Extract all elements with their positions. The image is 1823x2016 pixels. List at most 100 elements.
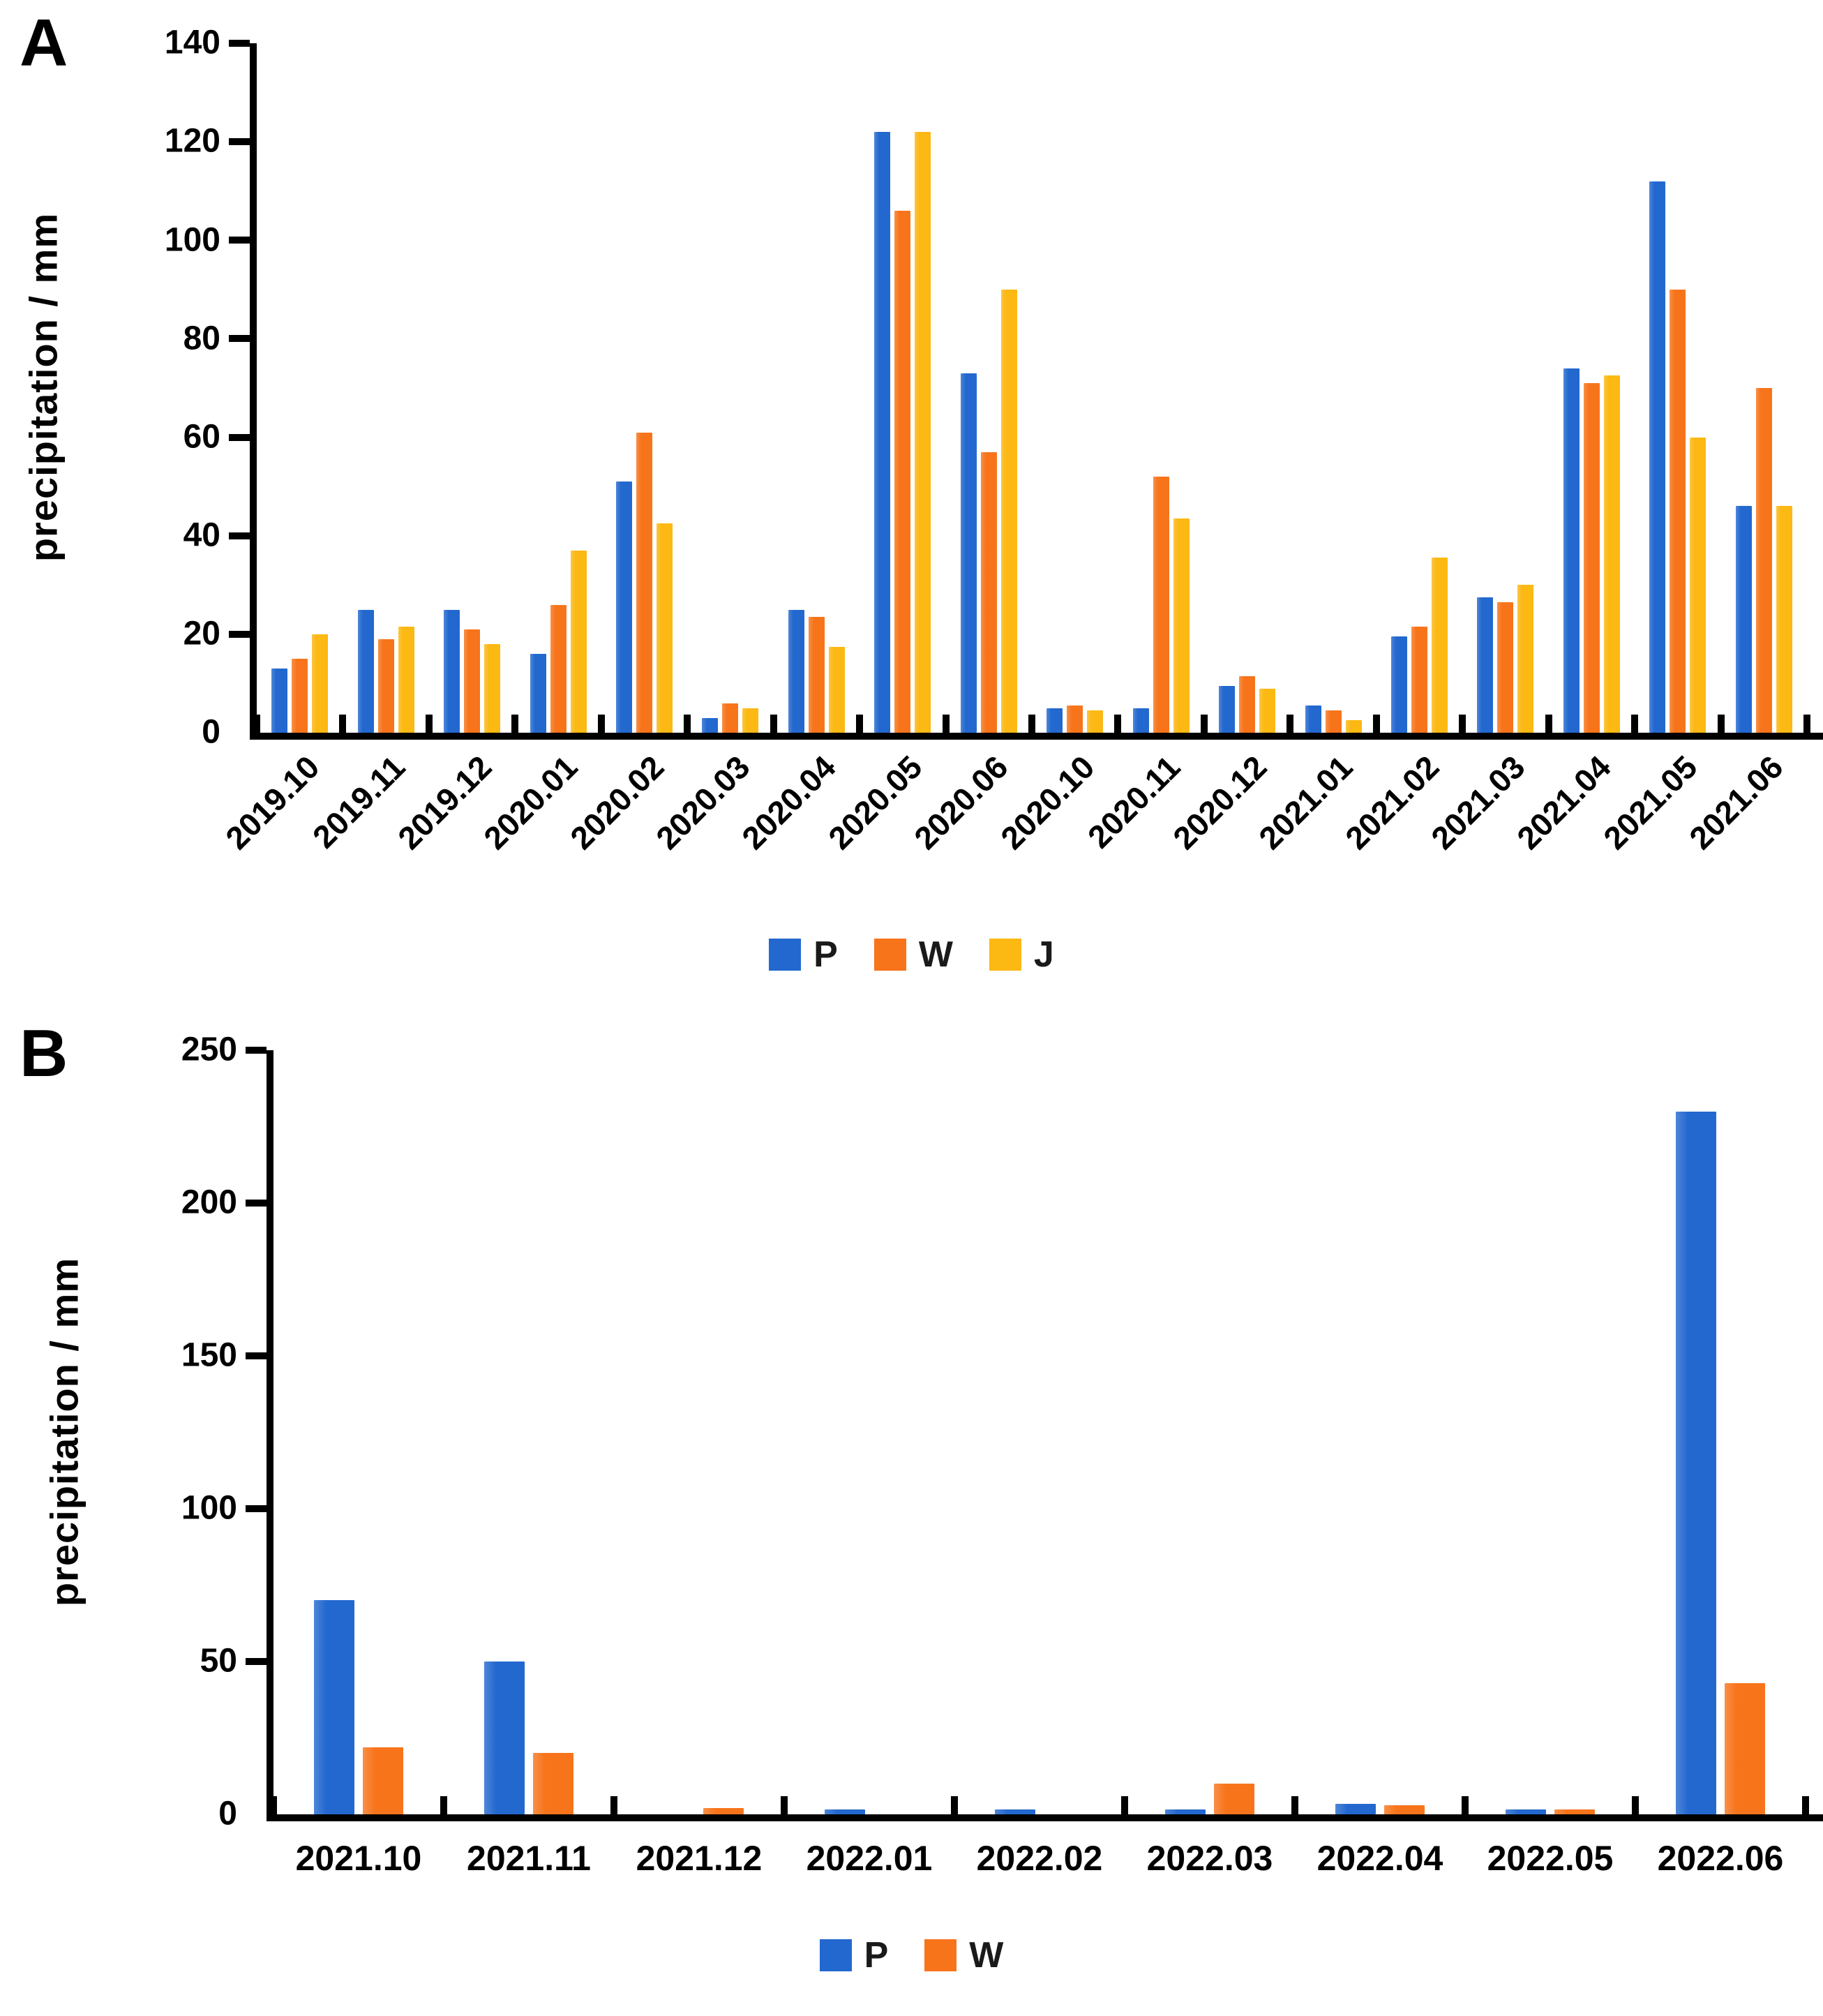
bar-J-2020.06 bbox=[1000, 289, 1017, 733]
x-tick bbox=[597, 715, 605, 733]
legend-label-P: P bbox=[864, 1935, 889, 1976]
bar-group-2022.05 bbox=[1465, 1050, 1635, 1814]
bar-J-2021.02 bbox=[1431, 558, 1448, 733]
x-axis-label-2021.03: 2021.03 bbox=[1424, 748, 1532, 857]
bar-group-2020.02 bbox=[601, 43, 687, 733]
x-tick bbox=[610, 1796, 617, 1814]
y-tick-label: 40 bbox=[183, 516, 220, 554]
y-tick-label: 60 bbox=[183, 418, 220, 456]
x-axis-label-2020.05: 2020.05 bbox=[820, 748, 929, 857]
legend-swatch-P bbox=[819, 1939, 852, 1971]
bar-W-2021.02 bbox=[1411, 627, 1427, 733]
bar-J-2021.04 bbox=[1603, 375, 1620, 733]
x-axis-label-2020.02: 2020.02 bbox=[562, 748, 670, 857]
bar-W-2020.02 bbox=[636, 432, 652, 733]
x-axis-label-2020.03: 2020.03 bbox=[649, 748, 757, 857]
x-axis-label-2022.05: 2022.05 bbox=[1487, 1839, 1614, 1878]
x-tick bbox=[1028, 715, 1035, 733]
x-tick bbox=[1632, 1796, 1639, 1814]
x-tick bbox=[1459, 715, 1466, 733]
y-tick bbox=[246, 1505, 267, 1512]
bar-P-2020.01 bbox=[530, 654, 546, 733]
bar-P-2021.01 bbox=[1305, 705, 1321, 733]
x-axis-label-2022.03: 2022.03 bbox=[1146, 1839, 1273, 1878]
panel-b-y-axis-title: precipitation / mm bbox=[42, 1257, 87, 1607]
x-tick bbox=[339, 715, 347, 733]
panel-a-y-axis-title: precipitation / mm bbox=[21, 212, 66, 562]
bar-group-2020.05 bbox=[860, 43, 945, 733]
bar-group-2019.10 bbox=[257, 43, 343, 733]
x-axis-label-2021.06: 2021.06 bbox=[1682, 748, 1790, 857]
bar-group-2020.04 bbox=[774, 43, 860, 733]
x-axis-label-2019.11: 2019.11 bbox=[306, 748, 412, 856]
legend-label-W: W bbox=[969, 1935, 1004, 1976]
bar-J-2021.03 bbox=[1517, 585, 1534, 733]
bar-P-2021.04 bbox=[1563, 368, 1580, 733]
bar-P-2019.12 bbox=[444, 609, 460, 733]
x-axis-label-2022.01: 2022.01 bbox=[806, 1839, 933, 1878]
x-tick bbox=[1631, 715, 1639, 733]
legend-item-P: P bbox=[819, 1934, 889, 1976]
y-tick bbox=[229, 335, 250, 343]
legend-label-P: P bbox=[813, 934, 838, 975]
bar-J-2020.11 bbox=[1173, 518, 1190, 733]
x-axis bbox=[267, 1814, 1823, 1821]
x-tick bbox=[1114, 715, 1122, 733]
y-tick bbox=[229, 630, 250, 638]
x-tick bbox=[1372, 715, 1380, 733]
bar-J-2020.12 bbox=[1259, 688, 1276, 733]
x-tick bbox=[511, 715, 519, 733]
bar-W-2021.06 bbox=[1755, 388, 1772, 733]
x-tick bbox=[770, 715, 777, 733]
panel-b-label: B bbox=[20, 1016, 68, 1091]
bar-P-2022.01 bbox=[825, 1809, 865, 1814]
bar-W-2021.05 bbox=[1670, 289, 1686, 733]
bar-W-2020.03 bbox=[722, 703, 739, 733]
x-tick bbox=[1286, 715, 1294, 733]
bar-group-2022.04 bbox=[1295, 1050, 1465, 1814]
y-tick bbox=[246, 1047, 267, 1054]
bar-J-2020.04 bbox=[828, 646, 845, 733]
x-tick bbox=[951, 1796, 958, 1814]
bar-W-2020.10 bbox=[1067, 705, 1083, 733]
bar-group-2022.06 bbox=[1635, 1050, 1806, 1814]
x-axis-label-2020.12: 2020.12 bbox=[1165, 748, 1274, 857]
bar-group-2020.10 bbox=[1032, 43, 1118, 733]
bar-W-2021.12 bbox=[703, 1808, 744, 1814]
panel-a-label: A bbox=[20, 6, 68, 80]
y-tick bbox=[229, 138, 250, 146]
x-tick bbox=[684, 715, 691, 733]
bar-P-2020.11 bbox=[1132, 708, 1149, 733]
x-tick bbox=[1462, 1796, 1469, 1814]
y-tick bbox=[229, 40, 250, 47]
y-tick bbox=[246, 1352, 267, 1359]
bar-P-2020.03 bbox=[702, 717, 719, 733]
bar-P-2022.04 bbox=[1335, 1803, 1376, 1814]
y-tick-label: 120 bbox=[164, 122, 220, 160]
bar-W-2021.01 bbox=[1325, 710, 1342, 733]
bar-P-2020.10 bbox=[1046, 708, 1063, 733]
bar-W-2022.05 bbox=[1554, 1809, 1595, 1814]
bar-J-2021.01 bbox=[1345, 720, 1362, 733]
bar-P-2020.05 bbox=[874, 132, 891, 733]
bar-W-2019.11 bbox=[377, 639, 394, 733]
bar-W-2020.11 bbox=[1153, 477, 1169, 733]
legend-swatch-W bbox=[924, 1939, 957, 1971]
y-tick-label: 100 bbox=[164, 221, 220, 258]
y-tick-label: 100 bbox=[181, 1489, 237, 1527]
bar-group-2019.11 bbox=[343, 43, 428, 733]
bar-J-2020.10 bbox=[1087, 710, 1104, 733]
bar-W-2019.10 bbox=[292, 659, 308, 733]
bar-P-2019.11 bbox=[357, 609, 374, 733]
x-tick bbox=[1291, 1796, 1298, 1814]
y-tick-label: 20 bbox=[183, 615, 220, 652]
x-axis-label-2021.01: 2021.01 bbox=[1252, 748, 1360, 857]
x-axis-label-2019.12: 2019.12 bbox=[390, 748, 499, 857]
bar-group-2021.03 bbox=[1462, 43, 1548, 733]
bar-P-2020.12 bbox=[1219, 685, 1236, 733]
legend-item-W: W bbox=[924, 1934, 1003, 1976]
bar-group-2020.03 bbox=[687, 43, 773, 733]
y-tick bbox=[246, 1658, 267, 1665]
y-tick-label: 0 bbox=[218, 1795, 237, 1832]
